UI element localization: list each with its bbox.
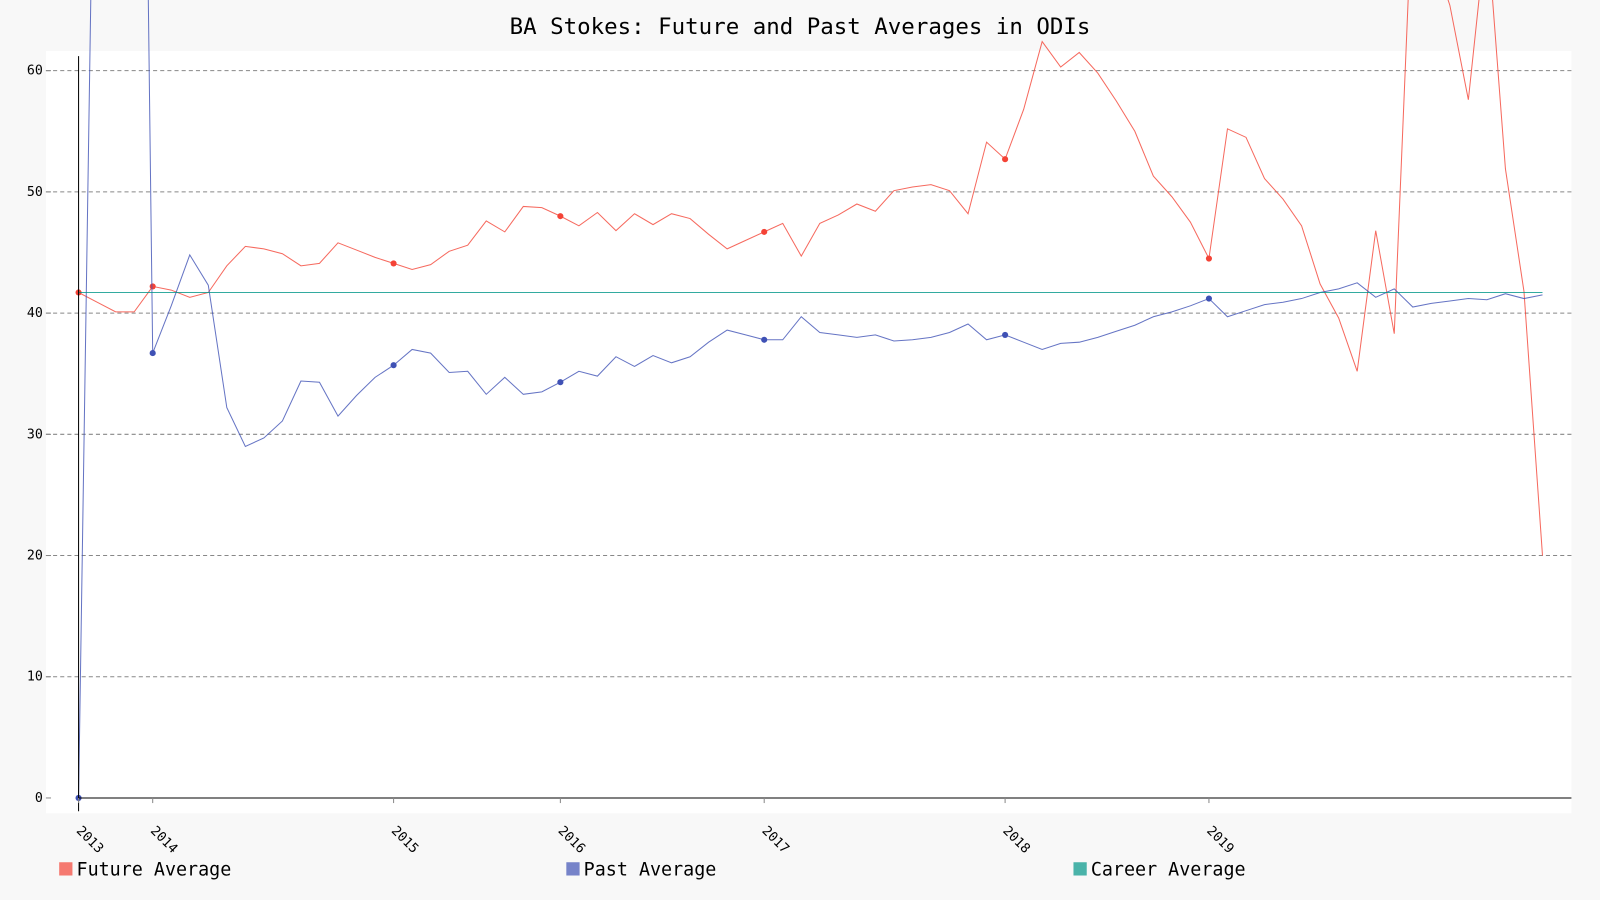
x-tick-label: 2015 [388,824,421,857]
data-point[interactable] [761,336,768,343]
data-point[interactable] [390,260,397,267]
data-point[interactable] [557,379,564,386]
legend-label[interactable]: Career Average [1091,859,1246,880]
x-tick-label: 2014 [147,824,180,857]
legend-swatch[interactable] [1073,862,1087,876]
data-point[interactable] [390,362,397,369]
x-tick-label: 2019 [1203,824,1236,857]
chart-title: BA Stokes: Future and Past Averages in O… [510,14,1091,40]
legend-swatch[interactable] [59,862,73,876]
x-tick-label: 2017 [759,824,792,857]
data-point[interactable] [149,283,156,290]
series-line [78,0,1543,798]
y-tick-label: 40 [27,306,43,321]
data-point[interactable] [1002,156,1009,163]
legend-swatch[interactable] [566,862,580,876]
y-tick-label: 0 [35,791,43,806]
y-tick-label: 50 [27,185,43,200]
y-tick-label: 10 [27,670,43,685]
x-tick-label: 2018 [999,824,1032,857]
x-tick-label: 2016 [555,824,588,857]
plot-background [45,51,1572,814]
legend-label[interactable]: Future Average [77,859,232,880]
data-point[interactable] [761,228,768,235]
data-point[interactable] [557,213,564,220]
legend-label[interactable]: Past Average [584,859,717,880]
series-line [78,0,1543,556]
data-point[interactable] [1205,255,1212,262]
x-tick-label: 2013 [73,824,106,857]
y-tick-label: 30 [27,427,43,442]
data-point[interactable] [149,350,156,357]
y-tick-label: 20 [27,549,43,564]
y-tick-label: 60 [27,64,43,79]
data-point[interactable] [1205,295,1212,302]
data-point[interactable] [1002,331,1009,338]
